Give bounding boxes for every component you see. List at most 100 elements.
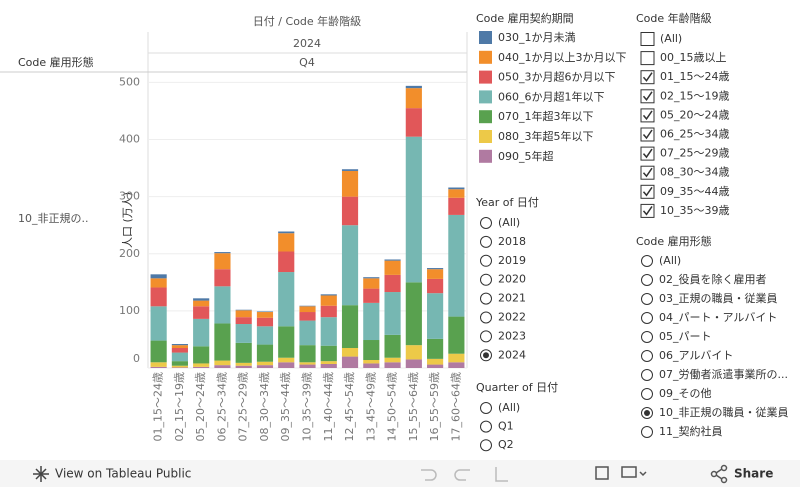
checkbox[interactable]	[640, 89, 655, 104]
bar-segment[interactable]	[256, 344, 274, 362]
bar-segment[interactable]	[235, 317, 252, 325]
bar-segment[interactable]	[299, 362, 316, 365]
check-mark[interactable]	[642, 110, 653, 121]
filter-option[interactable]: 2021	[498, 292, 526, 305]
checkbox[interactable]	[640, 70, 655, 85]
bar-segment[interactable]	[341, 169, 359, 171]
bar-segment[interactable]	[320, 361, 337, 365]
checkbox[interactable]	[640, 51, 655, 66]
legend-swatch[interactable]	[479, 110, 492, 124]
filter-option[interactable]: 06_アルバイト	[659, 349, 733, 362]
bar-segment[interactable]	[363, 360, 380, 364]
filter-option[interactable]: 05_パート	[659, 330, 712, 343]
checkbox[interactable]	[640, 108, 655, 123]
bar-segment[interactable]	[150, 362, 167, 367]
bar-segment[interactable]	[278, 231, 295, 234]
bar-segment[interactable]	[448, 316, 465, 354]
radio-button[interactable]	[480, 273, 492, 286]
bar-segment[interactable]	[384, 292, 401, 335]
legend-label[interactable]: 060_6か月超1年以下	[498, 89, 605, 103]
bar-segment[interactable]	[427, 338, 444, 359]
legend-label[interactable]: 070_1年超3年以下	[498, 109, 594, 123]
bar-segment[interactable]	[193, 366, 210, 368]
bar-segment[interactable]	[363, 363, 380, 368]
check-mark[interactable]	[642, 186, 653, 197]
bar-segment[interactable]	[214, 253, 231, 270]
bar-segment[interactable]	[448, 362, 465, 368]
filter-option[interactable]: 08_30～34歳	[660, 166, 730, 179]
bar-segment[interactable]	[320, 364, 337, 368]
share-icon[interactable]	[621, 464, 728, 484]
filter-option[interactable]: 09_35～44歳	[660, 185, 730, 198]
bar-segment[interactable]	[448, 214, 465, 317]
radio-button[interactable]	[480, 292, 492, 305]
bar-segment[interactable]	[320, 317, 337, 346]
bar-segment[interactable]	[427, 268, 444, 270]
bar-segment[interactable]	[384, 362, 401, 368]
radio-button[interactable]	[641, 350, 653, 362]
filter-option[interactable]: 2019	[498, 254, 526, 267]
bar-segment[interactable]	[171, 367, 188, 368]
bar-segment[interactable]	[448, 187, 465, 190]
bar-segment[interactable]	[299, 305, 316, 307]
bar-segment[interactable]	[299, 364, 316, 368]
bar-segment[interactable]	[150, 340, 167, 363]
radio-dot[interactable]	[644, 410, 650, 416]
bar-segment[interactable]	[171, 344, 188, 346]
bar-segment[interactable]	[384, 274, 401, 293]
legend-swatch[interactable]	[479, 149, 492, 163]
bar-segment[interactable]	[405, 345, 422, 360]
bar-segment[interactable]	[214, 286, 231, 324]
bar-segment[interactable]	[405, 282, 422, 346]
bar-segment[interactable]	[193, 318, 210, 347]
radio-button[interactable]	[480, 311, 492, 324]
bar-segment[interactable]	[341, 348, 359, 357]
bar-segment[interactable]	[278, 357, 295, 363]
filter-option[interactable]: 11_契約社員	[659, 424, 723, 438]
bar-segment[interactable]	[214, 323, 231, 361]
radio-button[interactable]	[480, 217, 492, 229]
legend-swatch[interactable]	[479, 50, 492, 64]
bar-segment[interactable]	[363, 302, 380, 341]
filter-option[interactable]: (All)	[498, 401, 520, 414]
bar-segment[interactable]	[299, 320, 316, 346]
bar-segment[interactable]	[171, 348, 188, 353]
bar-segment[interactable]	[193, 298, 210, 301]
filter-option[interactable]: 02_15～19歳	[660, 89, 730, 102]
radio-button[interactable]	[480, 402, 492, 414]
filter-option[interactable]: 09_その他	[659, 387, 712, 400]
filter-option[interactable]: 07_25～29歳	[660, 147, 730, 160]
check-mark[interactable]	[642, 205, 653, 216]
legend-swatch[interactable]	[479, 31, 492, 44]
bar-segment[interactable]	[193, 363, 210, 367]
filter-option[interactable]: 2018	[498, 235, 526, 248]
view-link[interactable]: View on Tableau Public	[55, 467, 191, 481]
radio-button[interactable]	[480, 420, 492, 433]
legend-label[interactable]: 090_5年超	[498, 149, 554, 163]
bar-segment[interactable]	[405, 88, 422, 109]
bar-segment[interactable]	[427, 293, 444, 339]
bar-segment[interactable]	[299, 306, 316, 313]
bar-segment[interactable]	[150, 287, 167, 307]
radio-button[interactable]	[641, 293, 653, 305]
bar-segment[interactable]	[320, 294, 337, 296]
bar-segment[interactable]	[341, 170, 359, 197]
bar-segment[interactable]	[320, 305, 337, 318]
filter-option[interactable]: 10_非正規の職員・従業員	[659, 405, 789, 419]
bar-segment[interactable]	[341, 356, 359, 368]
bar-segment[interactable]	[278, 362, 295, 368]
bar-segment[interactable]	[171, 352, 188, 362]
bar-segment[interactable]	[235, 365, 252, 368]
legend-swatch[interactable]	[479, 130, 492, 143]
checkbox[interactable]	[640, 184, 655, 199]
bar-segment[interactable]	[150, 278, 167, 288]
radio-button[interactable]	[641, 388, 653, 400]
filter-option[interactable]: 2023	[498, 329, 526, 342]
legend-swatch[interactable]	[479, 70, 492, 84]
radio-button[interactable]	[641, 331, 653, 343]
filter-option[interactable]: (All)	[660, 32, 682, 45]
legend-swatch[interactable]	[479, 90, 492, 104]
radio-button[interactable]	[480, 235, 492, 248]
bar-segment[interactable]	[235, 324, 252, 343]
bar-segment[interactable]	[363, 288, 380, 303]
